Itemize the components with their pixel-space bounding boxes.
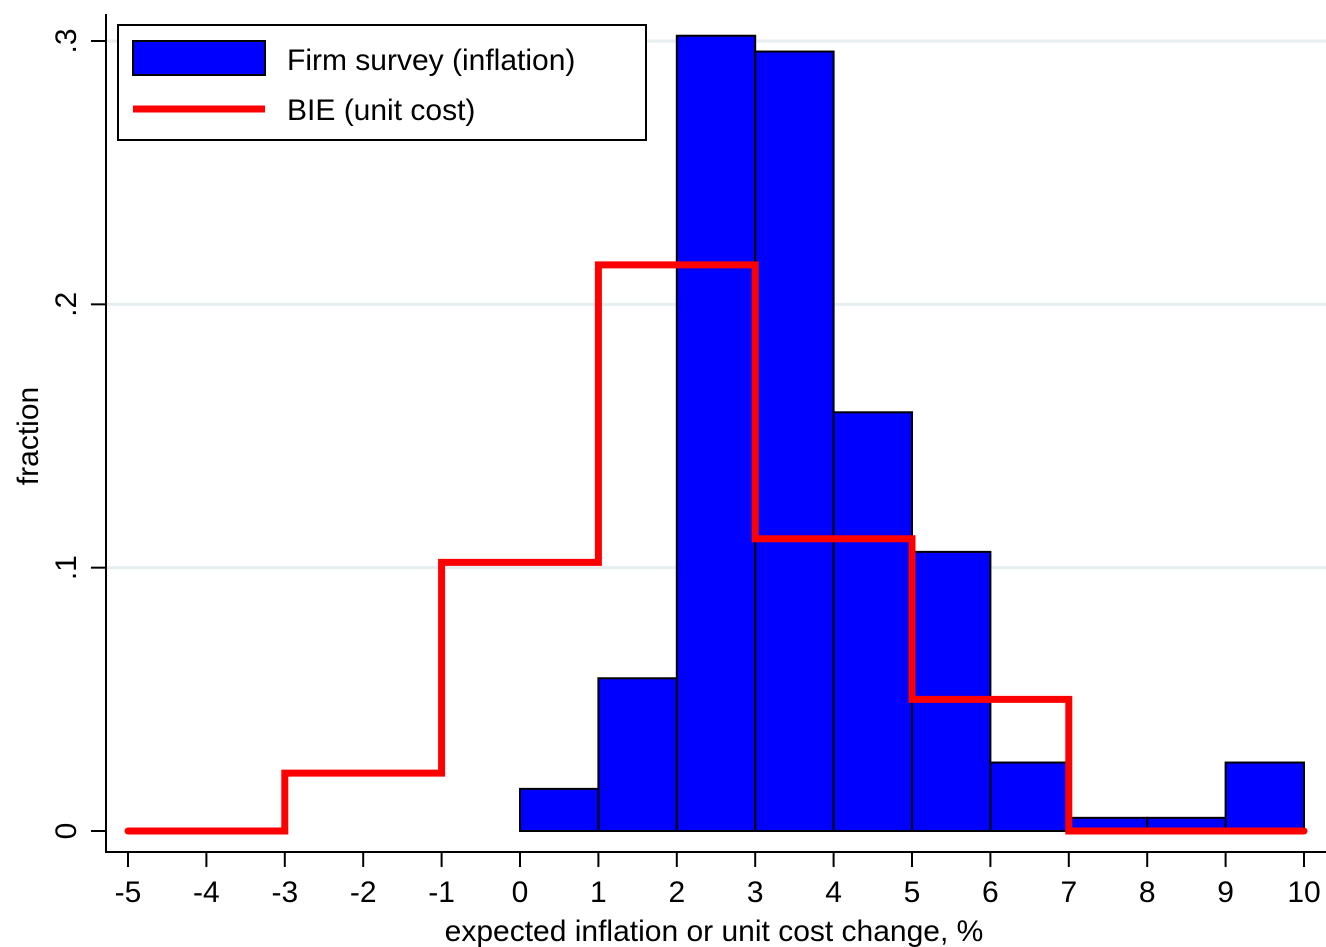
firm-survey-bars [519,34,1305,833]
x-tick-label-9: 9 [1217,876,1234,909]
histogram-bar-5 [911,550,992,832]
bie-step-line [124,261,1308,835]
x-tick-label-7: 7 [1060,876,1077,909]
x-tick-label--5: -5 [115,876,142,909]
x-axis-title: expected inflation or unit cost change, … [445,915,984,947]
x-tick-label-1: 1 [590,876,607,909]
x-tick-label-0: 0 [512,876,529,909]
y-tick-label-.3: .3 [50,28,83,53]
y-tick-label-.1: .1 [50,555,83,580]
x-tick-label--3: -3 [271,876,298,909]
x-axis-ticks: -5 -4 -3 -2 -1 0 1 2 3 4 5 6 7 8 9 10 [115,852,1321,909]
legend-swatch-firm-survey [132,40,266,76]
histogram-bar-0 [519,787,600,832]
histogram-bar-9 [1224,761,1305,832]
bie-step-path [124,261,1308,835]
x-tick-label--4: -4 [193,876,220,909]
histogram-bar-6 [989,761,1070,832]
histogram-bar-4 [832,411,913,832]
histogram-bar-2 [675,34,757,832]
legend: Firm survey (inflation) BIE (unit cost) [117,24,647,141]
y-tick-label-.2: .2 [50,292,83,317]
x-tick-label--2: -2 [350,876,377,909]
x-tick-label-5: 5 [904,876,921,909]
y-axis-ticks: 0 .1 .2 .3 [50,28,106,839]
x-tick-label-3: 3 [747,876,764,909]
axes [105,14,1326,853]
legend-label-bie: BIE (unit cost) [287,94,475,127]
histogram-bar-1 [597,677,678,832]
x-tick-label-8: 8 [1139,876,1156,909]
y-axis-title: fraction [12,387,45,485]
x-tick-label-4: 4 [825,876,842,909]
x-tick-label--1: -1 [428,876,455,909]
x-tick-label-6: 6 [982,876,999,909]
x-tick-label-2: 2 [668,876,685,909]
legend-label-firm-survey: Firm survey (inflation) [287,44,575,77]
x-tick-label-10: 10 [1287,876,1320,909]
y-tick-label-0: 0 [50,823,83,840]
histogram-bar-3 [754,50,835,833]
